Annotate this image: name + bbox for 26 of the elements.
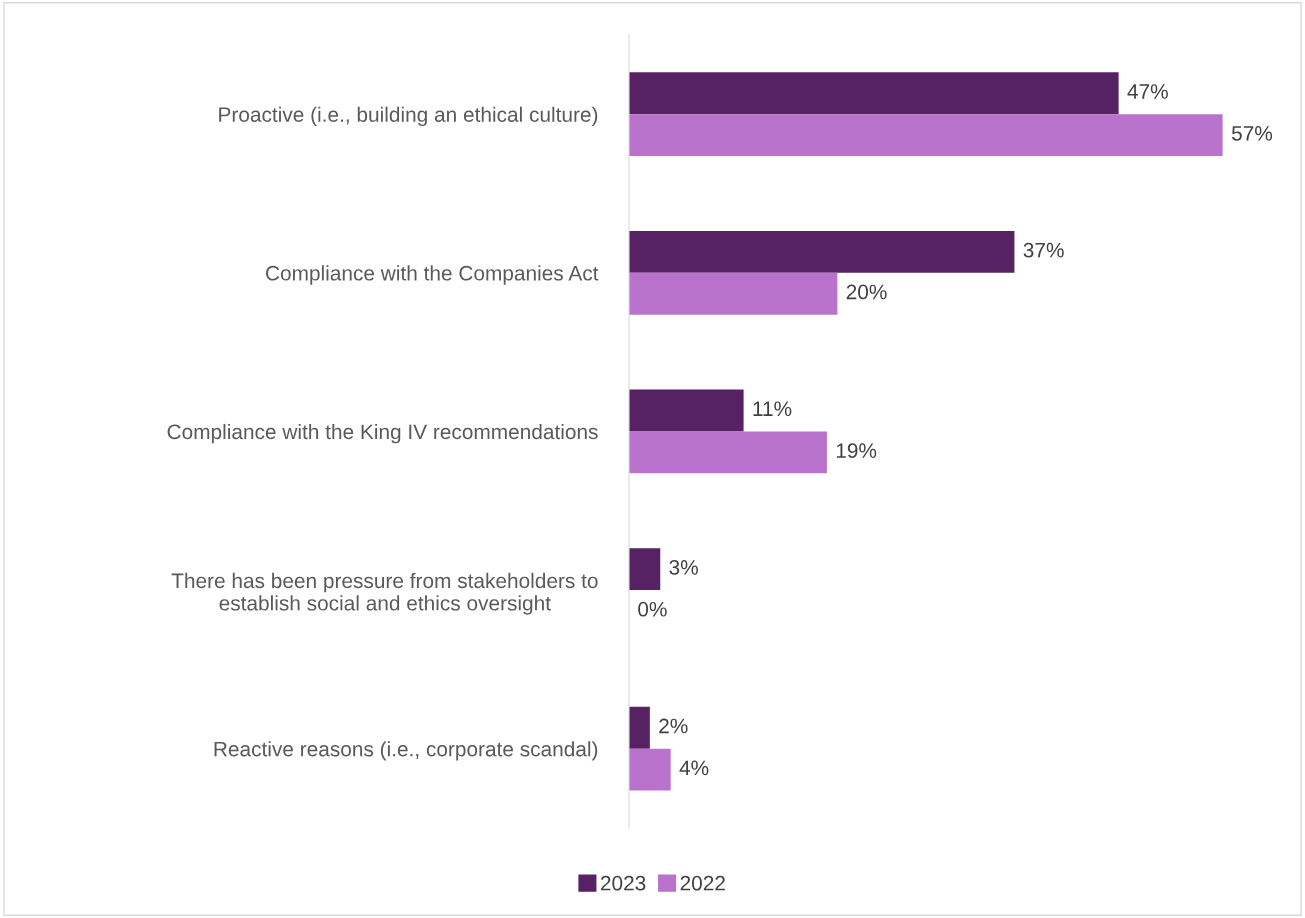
legend-label: 2022 (680, 875, 725, 891)
bar (629, 548, 661, 591)
bar (629, 272, 838, 315)
y-tick-label: Proactive (i.e., building an ethical culture) (219, 106, 598, 127)
y-tick-label: There has been pressure from stakeholders to establish social and ethics oversight (171, 572, 598, 615)
data-label: 20% (846, 284, 887, 300)
data-label: 3% (669, 559, 698, 575)
bar (629, 114, 1223, 157)
data-label: 19% (836, 443, 877, 458)
data-label: 37% (1023, 242, 1064, 258)
y-tick-label: Compliance with the King IV recommendations (167, 423, 598, 444)
data-label: 0% (638, 601, 667, 617)
legend-label: 2023 (600, 875, 646, 891)
bar (629, 72, 1119, 115)
bar (629, 706, 650, 749)
bar (629, 389, 744, 432)
y-tick-label: Compliance with the Companies Act (266, 265, 599, 285)
data-label: 4% (679, 760, 709, 776)
data-label: 47% (1127, 84, 1168, 99)
bar (629, 748, 671, 791)
y-tick-label: Reactive reasons (i.e., corporate scandal) (214, 741, 598, 761)
bar (629, 230, 1015, 273)
data-label: 2% (659, 718, 688, 734)
data-label: 11% (753, 401, 792, 417)
data-label: 57% (1231, 126, 1273, 141)
bar (629, 431, 827, 474)
